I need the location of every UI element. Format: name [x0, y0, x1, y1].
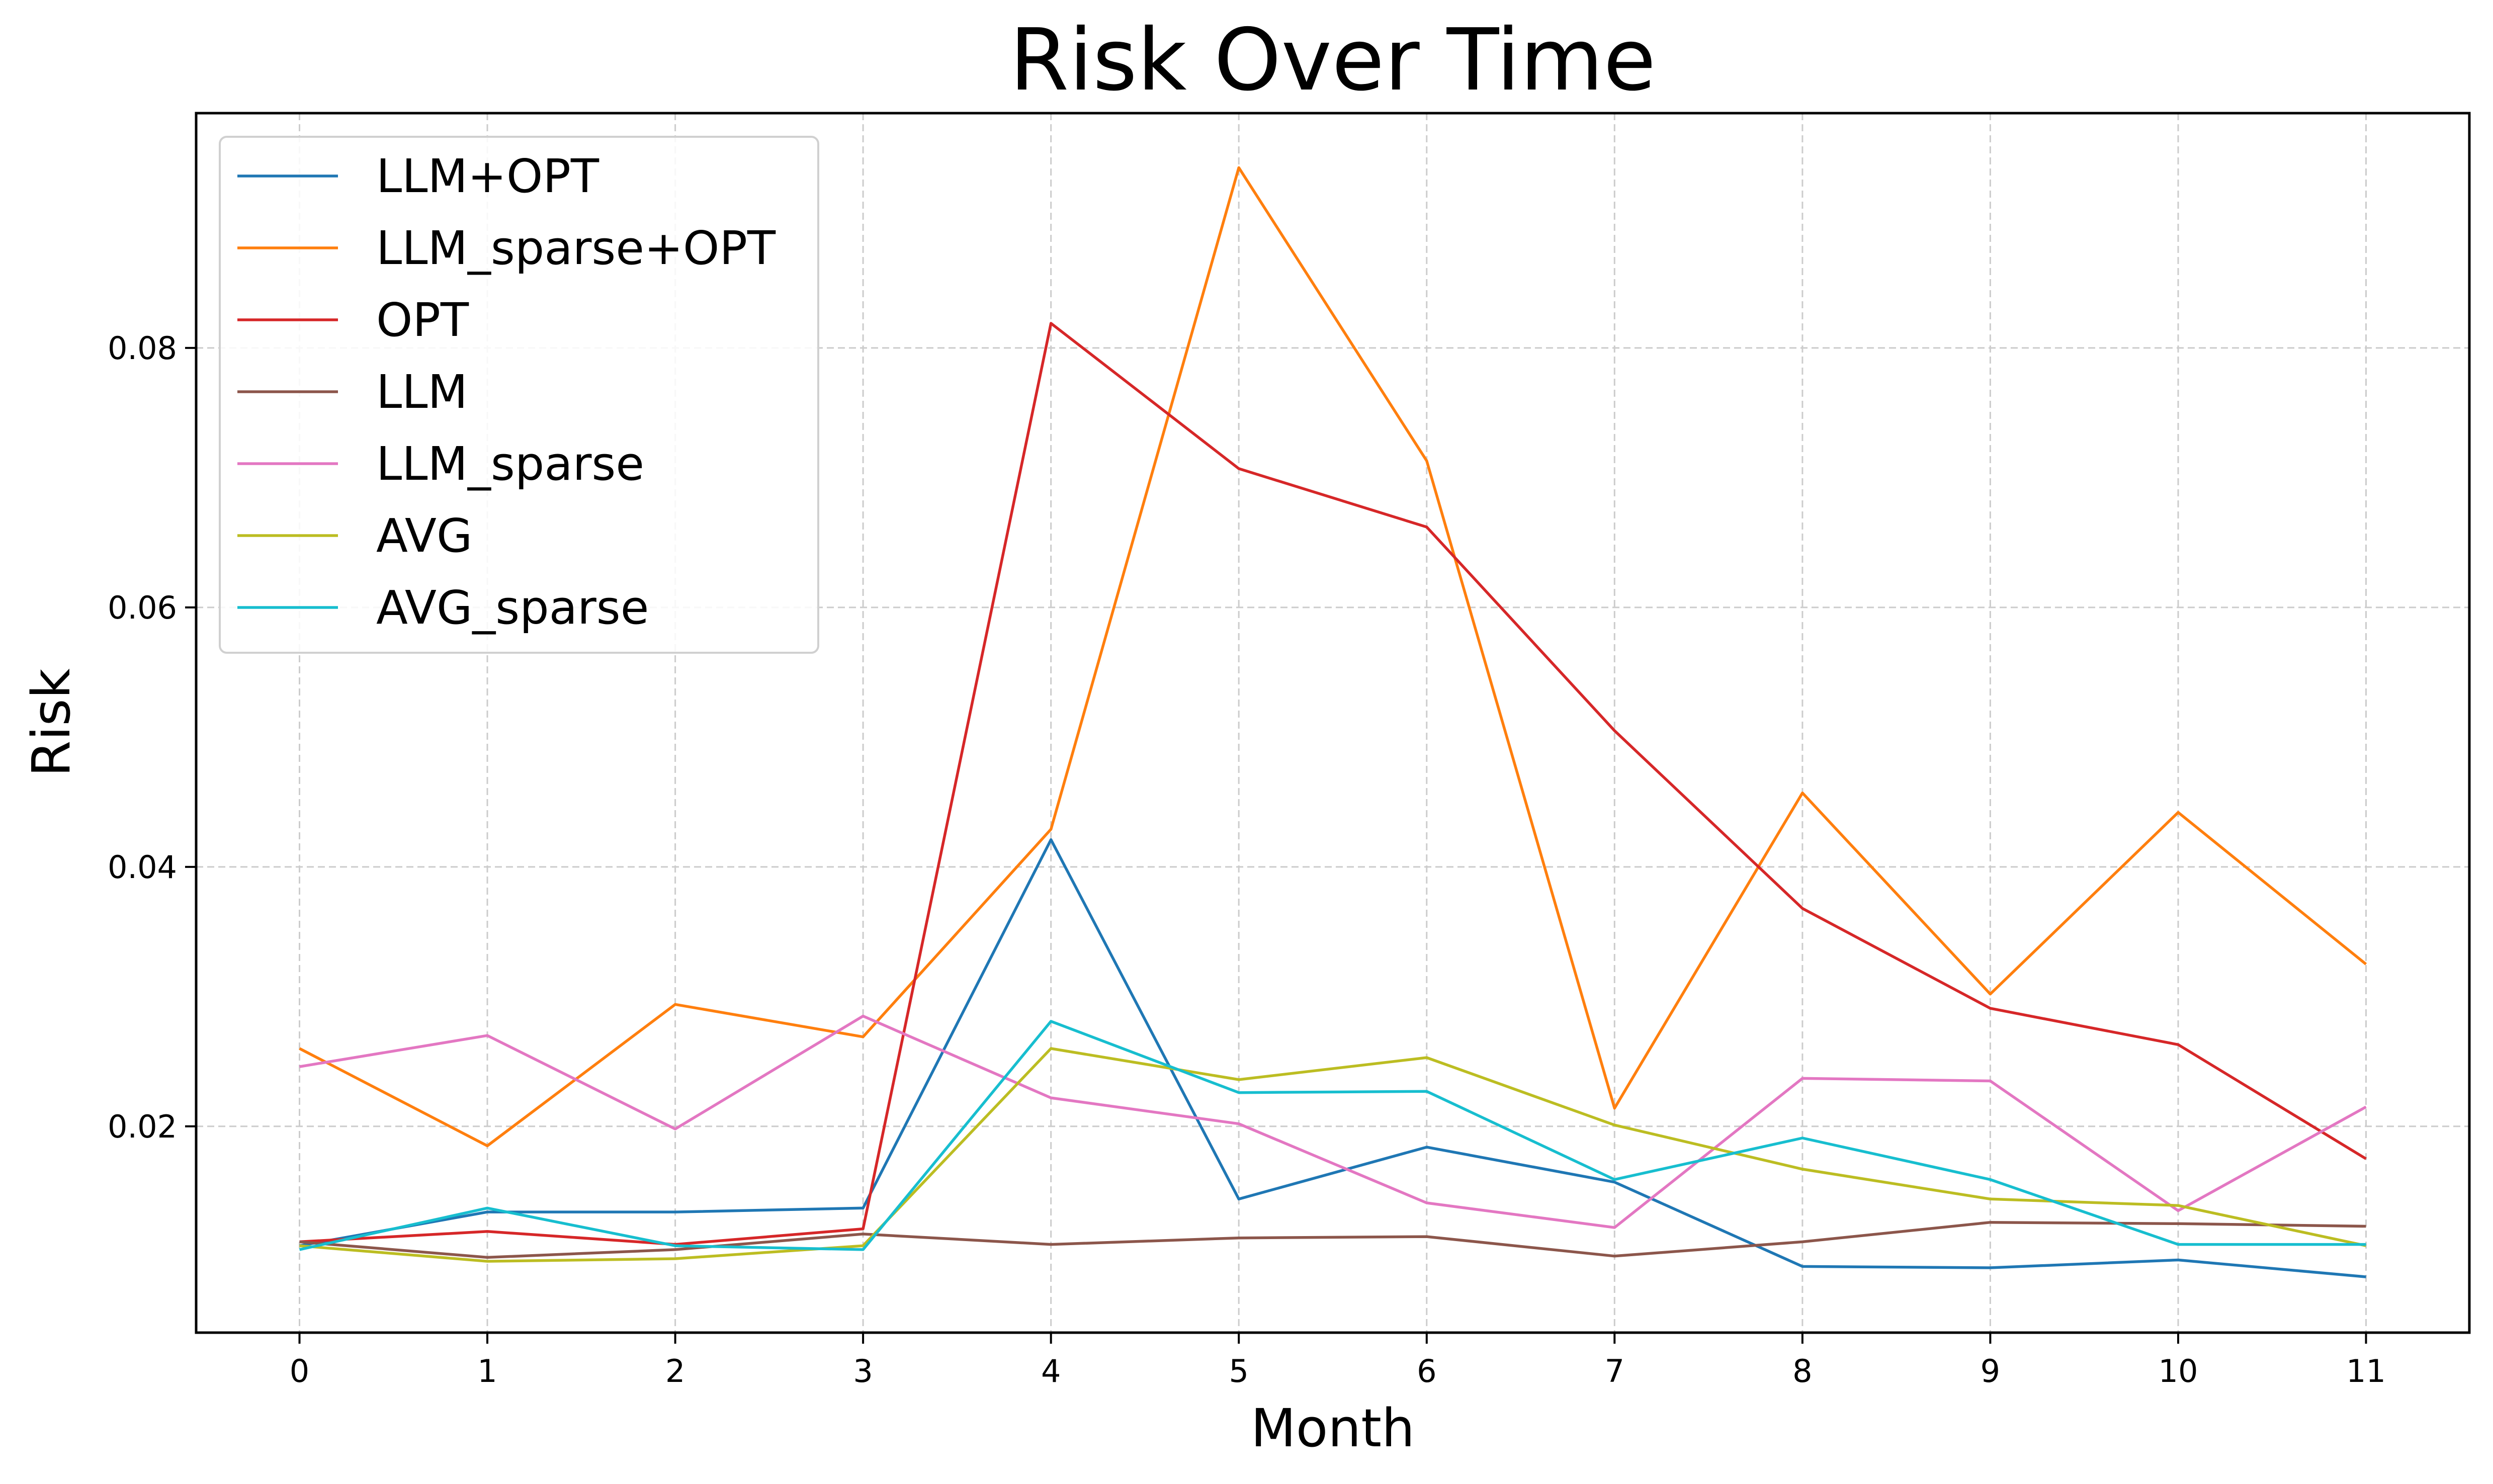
x-tick-label: 1 [477, 1353, 497, 1389]
y-tick-label: 0.04 [108, 849, 177, 886]
legend-label: LLM_sparse [376, 437, 644, 491]
x-tick-label: 8 [1792, 1353, 1812, 1389]
x-tick-label: 2 [665, 1353, 685, 1389]
x-tick-label: 6 [1417, 1353, 1436, 1389]
x-tick-label: 7 [1605, 1353, 1624, 1389]
x-axis-label: Month [1251, 1398, 1415, 1459]
x-tick-label: 4 [1041, 1353, 1061, 1389]
x-tick-label: 3 [853, 1353, 873, 1389]
series-line-avg-sparse [299, 1020, 2366, 1251]
x-tick-label: 11 [2346, 1353, 2386, 1389]
x-tick-label: 10 [2159, 1353, 2198, 1389]
legend-box [219, 136, 819, 654]
series-line-llm-opt [299, 838, 2366, 1278]
legend-label: LLM_sparse+OPT [376, 221, 776, 275]
legend-label: AVG [376, 509, 472, 563]
legend: LLM+OPT LLM_sparse+OPT OPT LLM LLM_sparse AVG… [219, 136, 819, 654]
chart-title: Risk Over Time [1009, 11, 1656, 110]
y-axis: 0.02 0.04 0.06 0.08 [108, 330, 196, 1145]
series-line-llm-sparse-opt [299, 166, 2367, 1148]
x-tick-label: 9 [1981, 1353, 2000, 1389]
x-axis: 0 1 2 3 4 5 6 7 8 9 10 11 [290, 1333, 2386, 1389]
legend-label: AVG_sparse [376, 581, 649, 635]
series-line-llm [299, 1220, 2366, 1259]
series-line-opt [299, 322, 2367, 1246]
y-tick-label: 0.08 [108, 330, 177, 367]
legend-label: LLM [376, 365, 468, 419]
legend-label: LLM+OPT [376, 149, 599, 203]
y-axis-label: Risk [21, 668, 82, 777]
x-tick-label: 0 [290, 1353, 309, 1389]
plot-frame [195, 112, 2471, 1334]
series-lines [299, 166, 2367, 1278]
legend-label: OPT [376, 293, 469, 347]
y-tick-label: 0.02 [108, 1108, 177, 1145]
y-tick-label: 0.06 [108, 589, 177, 626]
series-line-llm-sparse [299, 1014, 2367, 1229]
series-line-avg [299, 1047, 2367, 1263]
x-tick-label: 5 [1229, 1353, 1248, 1389]
